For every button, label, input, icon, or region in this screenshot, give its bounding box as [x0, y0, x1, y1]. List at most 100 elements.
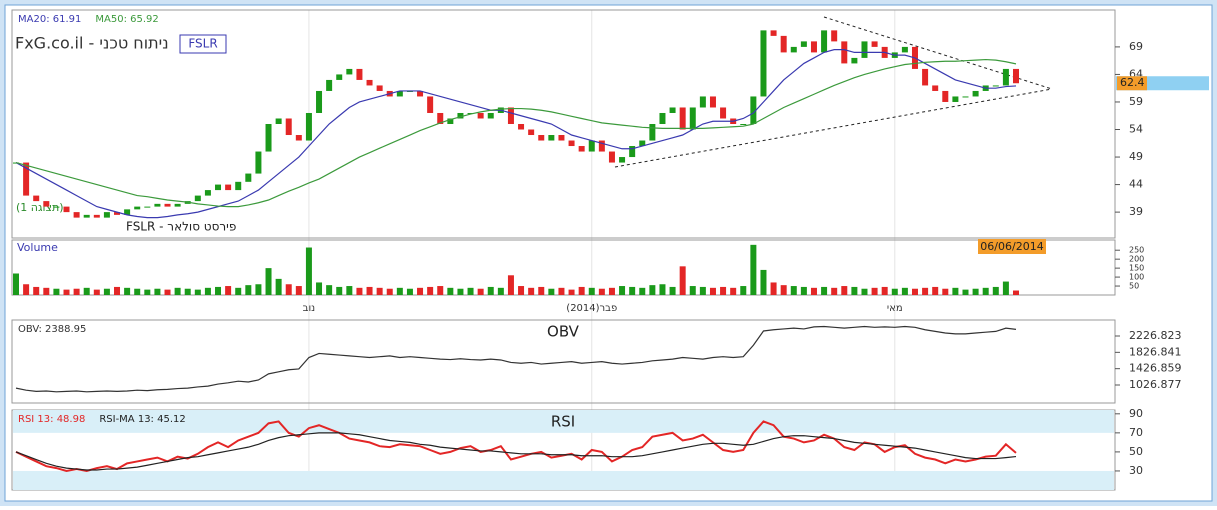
- volume-bar: [134, 288, 141, 295]
- volume-bar: [487, 286, 494, 295]
- volume-bar: [437, 286, 444, 295]
- candle: [770, 30, 777, 36]
- volume-bar: [386, 288, 393, 295]
- candle: [649, 124, 656, 141]
- volume-bar: [194, 289, 201, 295]
- volume-bar: [285, 284, 292, 295]
- candle: [83, 214, 90, 218]
- volume-bar: [709, 287, 716, 295]
- date-badge: [978, 239, 1046, 254]
- volume-bar: [558, 287, 565, 295]
- x-tick-label: מאי: [887, 303, 903, 314]
- y-tick-label: 49: [1129, 150, 1143, 163]
- volume-bar: [507, 275, 514, 295]
- volume-bar: [780, 285, 787, 295]
- volume-bar: [83, 287, 90, 295]
- volume-bar: [497, 287, 504, 295]
- volume-bar: [982, 287, 989, 295]
- y-tick-label: 69: [1129, 40, 1143, 53]
- y-tick-label: 150: [1129, 264, 1144, 273]
- y-tick-label: 50: [1129, 445, 1143, 458]
- volume-bar: [144, 289, 151, 295]
- volume-bar: [215, 286, 222, 295]
- volume-bar: [841, 286, 848, 295]
- candle: [740, 124, 747, 125]
- trendline-lower: [614, 88, 1053, 168]
- candle: [790, 46, 797, 53]
- candle: [457, 112, 464, 119]
- candle: [174, 203, 181, 207]
- volume-bar: [336, 286, 343, 295]
- candle: [114, 212, 121, 215]
- volume-bar: [871, 287, 878, 295]
- y-tick-label: 1426.859: [1129, 362, 1182, 375]
- volume-bar: [73, 288, 80, 295]
- volume-bar: [598, 288, 605, 295]
- candle: [679, 107, 686, 130]
- candle: [376, 85, 383, 91]
- volume-bar: [346, 286, 353, 295]
- volume-bar: [720, 286, 727, 295]
- candle: [831, 30, 838, 42]
- symbol-box: [179, 34, 227, 54]
- candle: [295, 135, 302, 141]
- candle: [1002, 68, 1009, 86]
- candle: [578, 146, 585, 152]
- volume-bar: [43, 287, 50, 295]
- candle: [760, 30, 767, 97]
- candle: [346, 68, 353, 75]
- legend-entry: OBV: 2388.95: [18, 324, 86, 335]
- candle: [437, 112, 444, 124]
- volume-bar: [1013, 290, 1019, 295]
- candle: [235, 181, 242, 191]
- candle: [43, 201, 50, 207]
- candle: [356, 68, 363, 80]
- candle: [336, 74, 343, 80]
- candle: [265, 124, 272, 152]
- candle: [507, 107, 514, 124]
- candle: [518, 124, 525, 130]
- volume-bar: [295, 286, 302, 295]
- volume-bar: [760, 269, 767, 295]
- candle: [851, 57, 858, 64]
- candle: [487, 112, 494, 119]
- volume-bar: [366, 286, 373, 295]
- candle: [821, 30, 828, 53]
- candle: [901, 46, 908, 53]
- volume-bar: [750, 244, 757, 295]
- y-tick-label: 39: [1129, 205, 1143, 218]
- volume-bar: [1002, 281, 1009, 295]
- candle: [588, 140, 595, 152]
- view-label: (תצוגה 1): [16, 201, 64, 214]
- volume-bar: [174, 287, 181, 295]
- volume-bar: [992, 286, 999, 295]
- stock-name: פירסט סולאר - FSLR: [126, 220, 236, 234]
- volume-bar: [790, 286, 797, 295]
- candle: [23, 162, 30, 196]
- volume-bar: [114, 286, 121, 295]
- volume-bar: [204, 287, 211, 295]
- panel-title: OBV: [547, 323, 580, 341]
- volume-bar: [528, 287, 535, 295]
- volume-bar: [629, 286, 636, 295]
- volume-bar: [53, 288, 60, 295]
- series-line: [15, 420, 1017, 472]
- y-tick-label: 59: [1129, 95, 1143, 108]
- candle: [528, 129, 535, 136]
- candle: [396, 90, 403, 97]
- volume-bar: [154, 288, 161, 295]
- candle: [477, 112, 484, 119]
- candle: [871, 41, 878, 47]
- price-label: 62.4: [1120, 76, 1145, 89]
- y-tick-label: 1026.877: [1129, 378, 1182, 391]
- x-tick-label: פבר(2014): [566, 303, 617, 314]
- volume-bar: [417, 287, 424, 295]
- y-tick-label: 100: [1129, 273, 1144, 282]
- volume-bar: [275, 278, 282, 295]
- panel-title: RSI: [551, 413, 575, 431]
- candle: [204, 190, 211, 196]
- volume-bar: [255, 284, 262, 295]
- volume-bar: [245, 285, 252, 295]
- volume-bar: [669, 286, 676, 295]
- candle: [689, 107, 696, 130]
